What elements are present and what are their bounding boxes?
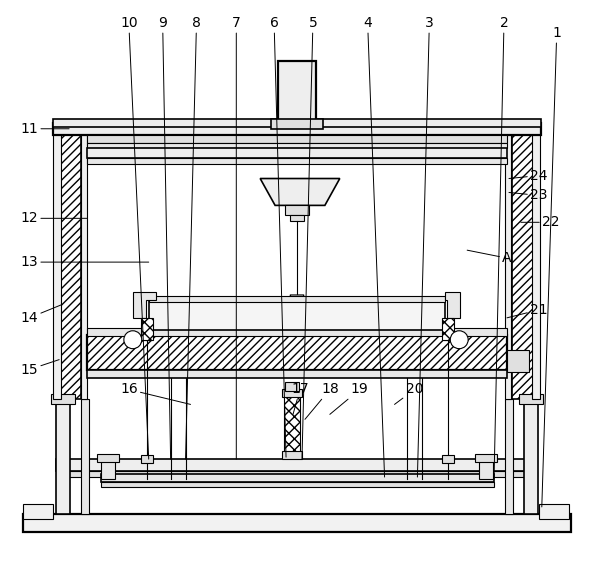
Bar [479, 459, 493, 479]
Text: 5: 5 [302, 16, 317, 459]
Bar [23, 504, 53, 519]
Bar [271, 119, 323, 129]
Bar [442, 318, 454, 340]
Bar [475, 454, 497, 462]
Bar [53, 119, 541, 127]
Bar [507, 350, 529, 371]
Text: 10: 10 [120, 16, 149, 459]
Text: 7: 7 [232, 16, 241, 459]
Text: 17: 17 [291, 382, 309, 415]
Text: 24: 24 [509, 169, 547, 182]
Bar [56, 459, 537, 471]
Text: 11: 11 [20, 122, 69, 136]
Text: 16: 16 [120, 382, 190, 404]
Text: 13: 13 [21, 255, 149, 269]
Bar [149, 300, 445, 330]
Bar [87, 143, 507, 148]
Bar [53, 123, 541, 135]
Circle shape [450, 331, 468, 349]
Text: 15: 15 [21, 360, 59, 377]
Text: 2: 2 [494, 16, 508, 479]
Bar [56, 399, 70, 514]
Bar [81, 399, 89, 514]
Text: 20: 20 [394, 382, 423, 404]
Bar [59, 131, 81, 399]
Bar [87, 158, 507, 164]
Polygon shape [133, 292, 156, 318]
Bar [101, 474, 494, 482]
Text: 22: 22 [521, 215, 560, 229]
Text: 19: 19 [330, 382, 369, 415]
Bar [97, 454, 119, 462]
Bar [87, 370, 507, 378]
Bar [56, 471, 537, 477]
Bar [101, 459, 115, 479]
Text: 12: 12 [21, 211, 87, 225]
Bar [282, 390, 302, 398]
Text: 4: 4 [364, 16, 385, 477]
Text: 23: 23 [509, 189, 547, 202]
Bar [519, 394, 543, 404]
Bar [290, 215, 304, 222]
Bar [149, 296, 445, 302]
Bar [53, 131, 61, 399]
Polygon shape [260, 178, 340, 206]
Bar [87, 328, 507, 336]
Bar [505, 399, 513, 514]
Text: 9: 9 [158, 16, 171, 459]
Text: 18: 18 [305, 382, 339, 419]
Bar [51, 394, 75, 404]
Bar [141, 455, 153, 463]
Bar [442, 455, 454, 463]
Text: 1: 1 [542, 26, 561, 507]
Bar [524, 399, 538, 514]
Bar [87, 148, 507, 158]
Text: 3: 3 [417, 16, 433, 477]
Bar [285, 382, 299, 391]
Bar [278, 61, 316, 126]
Text: 8: 8 [186, 16, 201, 459]
Circle shape [124, 331, 142, 349]
Text: A: A [467, 250, 512, 265]
Bar [282, 451, 302, 459]
Text: 21: 21 [507, 303, 547, 318]
Bar [141, 318, 153, 340]
Bar [87, 335, 507, 370]
Bar [285, 206, 309, 215]
Bar [539, 504, 569, 519]
Text: 6: 6 [270, 16, 286, 457]
Bar [87, 135, 507, 143]
Bar [505, 131, 511, 399]
Bar [284, 394, 300, 454]
Text: 14: 14 [21, 305, 61, 325]
Polygon shape [290, 295, 304, 310]
Bar [81, 131, 87, 399]
Bar [532, 131, 540, 399]
Bar [23, 514, 570, 532]
Bar [101, 482, 494, 487]
Bar [512, 131, 534, 399]
Polygon shape [445, 292, 460, 318]
